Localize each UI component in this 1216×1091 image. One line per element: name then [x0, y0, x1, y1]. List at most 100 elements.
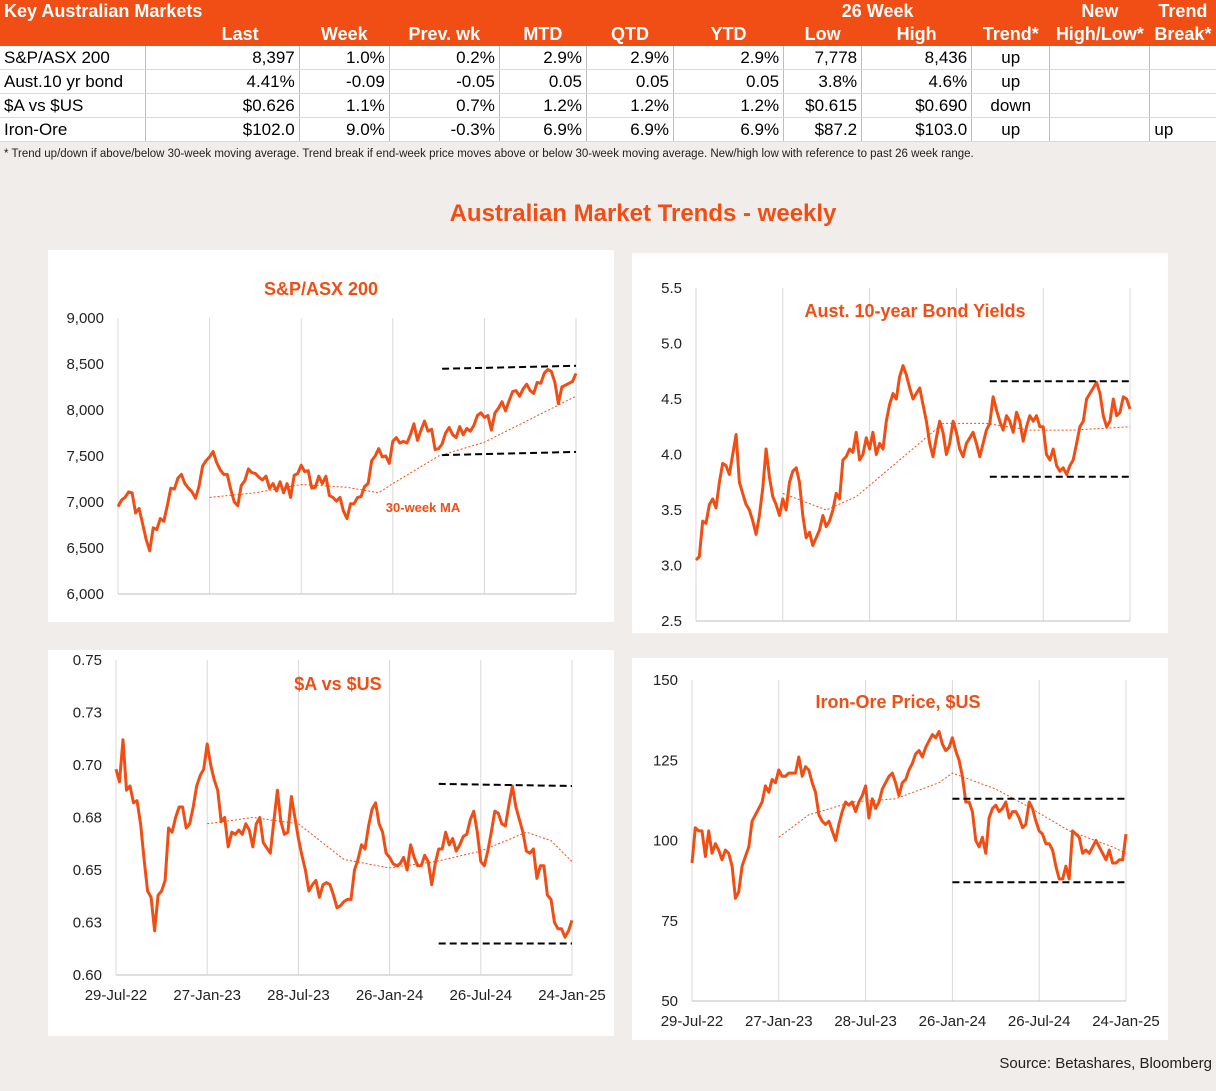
x-tick-label: 28-Jul-23	[834, 1013, 897, 1030]
cell-ytd: 2.9%	[672, 46, 784, 70]
col-last: Last	[145, 23, 300, 46]
cell-high: 8,436	[861, 46, 972, 70]
main-title: Australian Market Trends - weekly	[449, 200, 837, 227]
cell-week: 9.0%	[298, 117, 390, 142]
y-tick-label: 9,000	[66, 310, 104, 327]
cell-prev: -0.05	[388, 69, 500, 94]
chart-title: Iron-Ore Price, $US	[815, 692, 980, 712]
chart-asx200: 6,000 6,500 7,000 7,500 8,000 8,500 9,000 S&P/A…	[48, 250, 614, 622]
cell-ytd: 1.2%	[672, 93, 784, 118]
cell-trend: up	[971, 69, 1050, 94]
x-tick-label: 26-Jul-24	[1008, 1013, 1071, 1030]
cell-high: $0.690	[861, 93, 972, 118]
cell-prev: 0.2%	[388, 46, 500, 70]
y-tick-label: 8,000	[66, 402, 104, 419]
col-qtd: QTD	[586, 23, 674, 46]
y-tick-label: 0.68	[73, 810, 102, 827]
series-line-ma	[778, 772, 1127, 854]
chart-title: Aust. 10-year Bond Yields	[804, 301, 1025, 321]
series-line-price	[694, 364, 1132, 562]
chart-bond-yields: 2.5 3.0 3.5 4.0 4.5 5.0 5.5 Aust. 10-year Bond …	[632, 253, 1168, 633]
new-high-low-header-top: New	[1049, 0, 1150, 23]
cell-last: $0.626	[144, 93, 300, 118]
group-header-26-week: 26 Week	[783, 0, 972, 23]
cell-low: $0.615	[783, 93, 862, 118]
chart-title: $A vs $US	[294, 674, 381, 694]
cell-new	[1049, 69, 1150, 94]
y-tick-label: 150	[653, 672, 678, 689]
y-tick-label: 0.75	[73, 652, 102, 669]
cell-high: $103.0	[861, 117, 972, 142]
x-tick-label: 27-Jan-23	[173, 987, 241, 1004]
cell-prev: -0.3%	[388, 117, 500, 142]
table-row: S&P/ASX 200 8,397 1.0% 0.2% 2.9% 2.9% 2.…	[0, 46, 1216, 70]
series-line-ma	[207, 816, 573, 869]
table-header-row-1: Key Australian Markets 26 Week New Trend	[0, 0, 1216, 23]
series-line-price	[690, 729, 1128, 900]
cell-mtd: 1.2%	[498, 93, 587, 118]
y-tick-label: 6,500	[66, 540, 104, 557]
col-ytd: YTD	[673, 23, 784, 46]
y-tick-label: 7,000	[66, 494, 104, 511]
cell-qtd: 0.05	[585, 69, 674, 94]
cell-break: up	[1149, 117, 1216, 142]
cell-ytd: 6.9%	[672, 117, 784, 142]
y-tick-label: 3.5	[661, 502, 682, 519]
table-header-row-2: Last Week Prev. wk MTD QTD YTD Low High …	[0, 23, 1216, 46]
y-tick-label: 0.73	[73, 705, 102, 722]
row-name: Iron-Ore	[0, 117, 146, 142]
chart-asx200-svg: 6,000 6,500 7,000 7,500 8,000 8,500 9,000 S&P/A…	[66, 279, 578, 603]
cell-low: 7,778	[783, 46, 862, 70]
col-trend-break: Break*	[1149, 23, 1216, 46]
cell-mtd: 2.9%	[498, 46, 587, 70]
table-row: $A vs $US $0.626 1.1% 0.7% 1.2% 1.2% 1.2…	[0, 93, 1216, 118]
row-name: $A vs $US	[0, 93, 146, 118]
cell-trend: up	[971, 117, 1050, 142]
source-note: Source: Betashares, Bloomberg	[999, 1055, 1212, 1072]
cell-last: $102.0	[144, 117, 300, 142]
cell-mtd: 0.05	[498, 69, 587, 94]
cell-prev: 0.7%	[388, 93, 500, 118]
chart-bond-yields-svg: 2.5 3.0 3.5 4.0 4.5 5.0 5.5 Aust. 10-year Bond …	[661, 280, 1132, 630]
y-tick-label: 0.60	[73, 967, 102, 984]
table-row: Iron-Ore $102.0 9.0% -0.3% 6.9% 6.9% 6.9…	[0, 117, 1216, 142]
cell-last: 8,397	[144, 46, 300, 70]
y-tick-label: 7,500	[66, 448, 104, 465]
cell-break	[1149, 93, 1216, 118]
cell-trend: up	[971, 46, 1050, 70]
col-low: Low	[783, 23, 862, 46]
col-mtd: MTD	[499, 23, 587, 46]
y-tick-label: 4.0	[661, 447, 682, 464]
cell-week: -0.09	[298, 69, 390, 94]
chart-aud-usd-svg: 0.60 0.63 0.65 0.68 0.70 0.73 0.75 29-Jul-22 27-…	[73, 652, 606, 1004]
key-markets-table: Key Australian Markets 26 Week New Trend…	[0, 0, 1216, 142]
series-line-range	[438, 782, 573, 787]
col-week: Week	[299, 23, 390, 46]
cell-last: 4.41%	[144, 69, 300, 94]
series-line-ma	[782, 422, 1131, 511]
series-line-range	[442, 450, 577, 457]
x-tick-label: 29-Jul-22	[85, 987, 148, 1004]
series-line-price	[114, 738, 574, 939]
table-row: Aust.10 yr bond 4.41% -0.09 -0.05 0.05 0…	[0, 69, 1216, 94]
x-tick-label: 27-Jan-23	[745, 1013, 813, 1030]
table-footnote: * Trend up/down if above/below 30-week m…	[4, 148, 974, 160]
ma-annotation: 30-week MA	[386, 500, 461, 515]
cell-break	[1149, 69, 1216, 94]
cell-ytd: 0.05	[672, 69, 784, 94]
series-line-price	[116, 368, 578, 553]
chart-iron-ore-svg: 50 75 100 125 150 29-Jul-22 27-Jan-23 28-Jul-23…	[653, 672, 1160, 1030]
cell-qtd: 2.9%	[585, 46, 674, 70]
col-prev-wk: Prev. wk	[389, 23, 500, 46]
y-tick-label: 0.70	[73, 757, 102, 774]
series-line-range	[442, 364, 577, 370]
cell-new	[1049, 93, 1150, 118]
series-line-ma	[209, 395, 577, 498]
y-tick-label: 50	[661, 993, 678, 1010]
y-tick-label: 75	[661, 913, 678, 930]
chart-iron-ore: 50 75 100 125 150 29-Jul-22 27-Jan-23 28-Jul-23…	[632, 658, 1168, 1040]
x-tick-label: 26-Jul-24	[450, 987, 513, 1004]
x-tick-label: 28-Jul-23	[267, 987, 330, 1004]
y-tick-label: 100	[653, 833, 678, 850]
cell-low: $87.2	[783, 117, 862, 142]
